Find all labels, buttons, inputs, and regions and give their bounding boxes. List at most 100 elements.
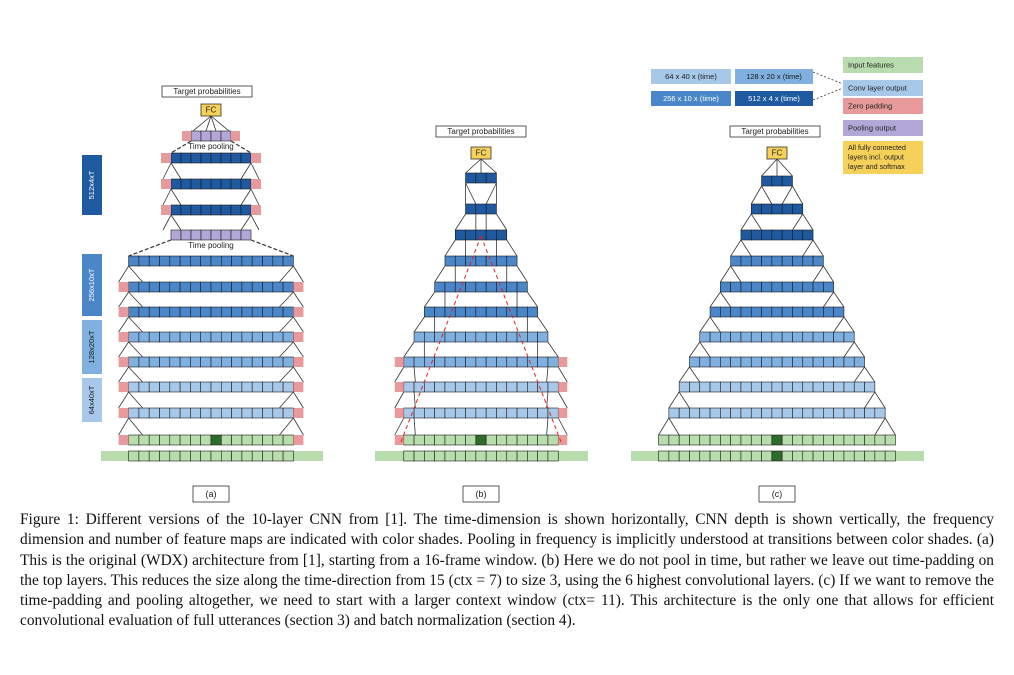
panel-c-conv-row-cell	[689, 381, 701, 393]
panel-a-link	[170, 162, 182, 180]
panel-c-link	[853, 341, 865, 358]
panel-b-input-row-cell	[527, 450, 538, 462]
legend-label: Pooling output	[848, 123, 897, 132]
panel-c-conv-row-cell	[771, 281, 783, 293]
panel-c-label-box	[758, 485, 796, 503]
panel-c-target-text: Target probabilities	[741, 127, 808, 136]
panel-a-label-box	[192, 485, 230, 503]
panel-c-link	[709, 316, 721, 333]
panel-a-conv-row-cell	[241, 255, 253, 267]
panel-a-conv-pad-left	[118, 408, 129, 418]
panel-a-conv-row-cell	[241, 356, 253, 368]
panel-c-conv-row-cell	[781, 281, 793, 293]
panel-c-link	[864, 366, 876, 383]
panel-b-input2-row-cell	[444, 434, 456, 446]
legend-leader-line	[812, 71, 844, 85]
panel-c-conv-row-cell	[740, 306, 752, 318]
panel-a-link	[162, 214, 172, 231]
panel-a-fc-text: FC	[206, 106, 217, 115]
panel-a-link	[293, 316, 304, 333]
panel-a-conv-row-cell	[148, 356, 160, 368]
legend-shape-box	[651, 69, 731, 84]
panel-b-link	[557, 417, 568, 436]
panel-c-input-row-cell	[678, 450, 690, 462]
panel-a-link	[279, 291, 294, 308]
panel-c-link	[792, 213, 804, 231]
panel-c-link	[833, 291, 845, 308]
panel-a-link	[128, 316, 143, 333]
panel-c-conv-row-cell	[823, 356, 834, 368]
panel-a-upper-row-cell	[220, 178, 232, 190]
panel-a-conv-row-cell	[169, 281, 181, 293]
panel-a-conv-row-cell	[262, 255, 274, 267]
panel-c-input2-row-cell	[853, 434, 865, 446]
panel-c-conv-row-cell	[792, 255, 804, 267]
legend-swatch	[843, 57, 923, 73]
panel-c-conv-row-cell	[771, 175, 783, 187]
panel-a-fc-link	[192, 115, 212, 132]
panel-a-input2-pad-right	[293, 435, 304, 445]
panel-a-conv-row-cell	[272, 381, 284, 393]
panel-c-conv-row-cell	[802, 229, 814, 241]
panel-c-conv-row-cell	[843, 331, 855, 343]
panel-c-input-row-cell	[668, 450, 680, 462]
panel-c-input-row-cell	[864, 450, 876, 462]
panel-a-target-text: Target probabilities	[173, 87, 240, 96]
panel-a-link	[170, 214, 182, 231]
panel-c-input-row-cell	[833, 450, 845, 462]
panel-a-link	[170, 188, 182, 206]
panel-a-link	[162, 162, 172, 180]
legend-shape-box	[651, 91, 731, 106]
panel-a-conv-row-cell	[272, 356, 284, 368]
panel-a-conv-pad-left	[118, 282, 129, 292]
panel-b-conv-row-cell	[454, 407, 466, 419]
legend-shape-label: 64 x 40 x (time)	[665, 72, 717, 81]
panel-a-conv-row-cell	[231, 281, 243, 293]
panel-a-conv-pad-left	[118, 357, 129, 367]
panel-a-conv-row-cell	[128, 306, 140, 318]
panel-c-input-row-cell	[761, 450, 773, 462]
panel-a-conv-row-cell	[159, 381, 171, 393]
panel-c-input-row-cell	[823, 450, 834, 462]
panel-b-input-row-cell	[506, 450, 518, 462]
panel-b-conv-row-cell	[527, 407, 538, 419]
panel-a-link	[240, 214, 252, 231]
panel-a-link	[293, 265, 304, 283]
panel-b-conv-row-cell	[454, 229, 466, 241]
panel-a-conv-row-cell	[138, 407, 150, 419]
panel-c-target-box	[729, 125, 821, 138]
figure-caption: Figure 1: Different versions of the 10-l…	[20, 511, 994, 630]
panel-b-link	[465, 182, 477, 205]
panel-b-receptive-line	[480, 235, 563, 446]
panel-b-conv-row-cell	[485, 356, 497, 368]
panel-a-conv-row-cell	[221, 407, 232, 419]
panel-a-input2-row-cell	[272, 434, 284, 446]
panel-a-link	[118, 265, 129, 283]
panel-a-conv-row-cell	[148, 381, 160, 393]
panel-c-conv-row-cell	[709, 306, 721, 318]
panel-c-fc-link	[776, 158, 793, 177]
legend-swatch	[843, 80, 923, 96]
panel-a-input-row-cell	[190, 450, 201, 462]
panel-c-conv-row-cell	[730, 407, 742, 419]
panel-a-pool-link	[128, 239, 172, 257]
panel-c-input2-row-cell	[750, 434, 762, 446]
panel-c-input2-row-cell	[884, 434, 896, 446]
panel-a-pool-row-cell	[190, 229, 202, 241]
panel-a-pool-row-cell	[200, 229, 212, 241]
panel-a-upper-pad-left	[161, 153, 171, 163]
panel-a-conv-row-cell	[169, 381, 181, 393]
panel-c-conv-row-cell	[812, 356, 824, 368]
panel-c-conv-row-cell	[720, 331, 731, 343]
panel-c-input2-row-cell	[833, 434, 845, 446]
panel-c-input2-row-cell	[771, 434, 783, 446]
panel-a-conv-row-cell	[282, 281, 294, 293]
panel-b-link	[394, 391, 405, 409]
legend-label-line: All fully connected	[848, 143, 906, 152]
panel-c-conv-row-cell	[843, 356, 855, 368]
legend-label-line: layer and softmax	[848, 162, 905, 171]
panel-c-conv-row-cell	[771, 229, 783, 241]
panel-b-conv-row-cell	[516, 306, 528, 318]
panel-a-link	[293, 417, 304, 436]
